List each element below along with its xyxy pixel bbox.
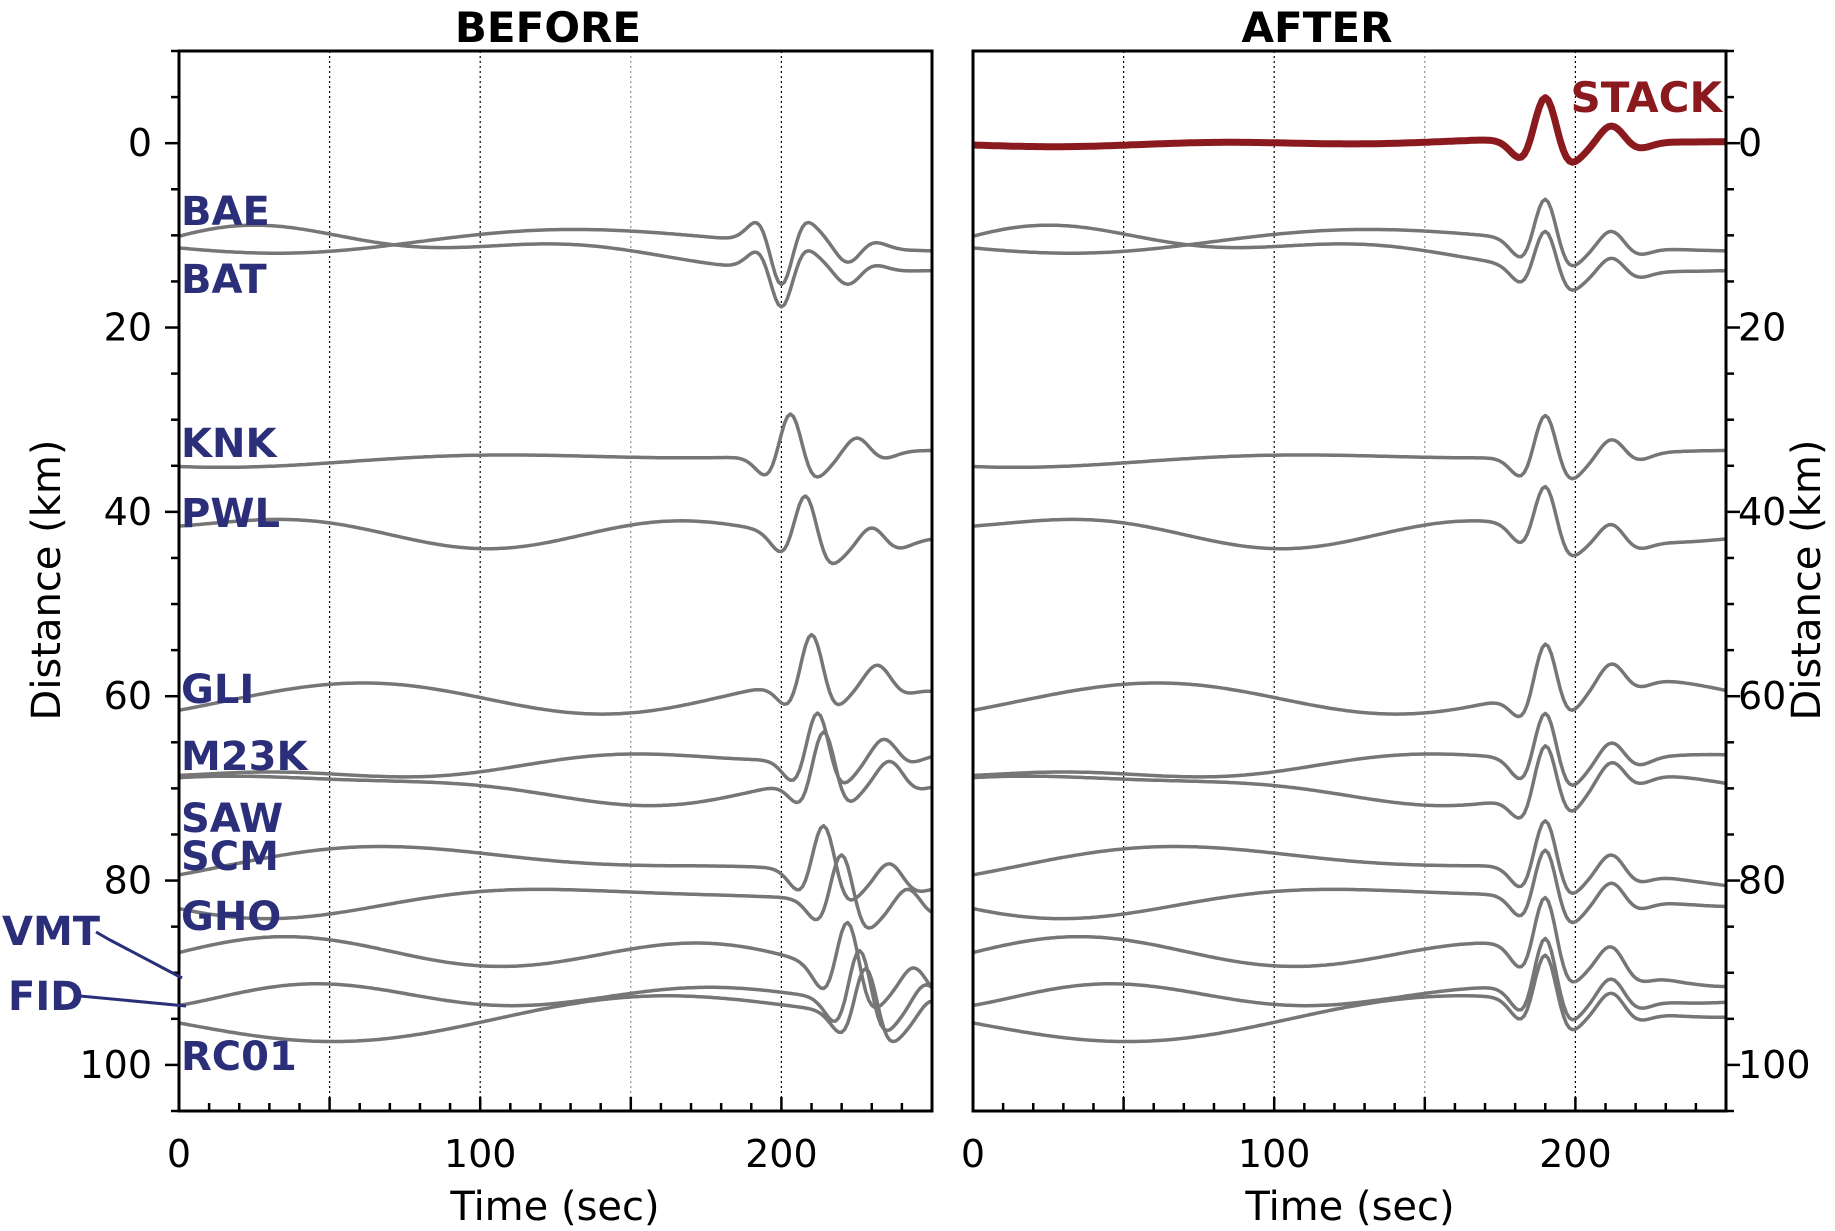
before-trace-bae <box>178 220 933 287</box>
station-label-bat: BAT <box>181 257 267 303</box>
y-tick-label: 60 <box>1738 674 1786 718</box>
before-trace-saw <box>178 730 933 808</box>
after-trace-bat <box>972 223 1727 292</box>
station-label-scm: SCM <box>181 834 279 880</box>
before-trace-vmt <box>178 920 934 1010</box>
y-tick-label: 40 <box>1738 490 1786 534</box>
before-traces <box>178 220 934 1044</box>
after-trace-pwl <box>972 484 1727 558</box>
before-x-axis-label: Time (sec) <box>449 1184 659 1230</box>
before-trace-bat <box>178 223 933 309</box>
station-label-gli: GLI <box>181 667 254 713</box>
before-trace-knk <box>178 412 932 479</box>
after-title: AFTER <box>1242 3 1393 52</box>
before-trace-gho <box>178 853 934 930</box>
after-ticks: 0 100 200 0 20 40 60 80 100 <box>961 49 1811 1176</box>
after-trace-fid <box>972 936 1727 1022</box>
before-panel: 0 100 200 0 20 40 60 80 100 BAE BAT KNK PWL GLI M23K S… <box>2 49 934 1176</box>
after-trace-saw <box>972 744 1727 820</box>
after-trace-rc01 <box>972 953 1726 1044</box>
y-tick-label: 20 <box>1738 306 1786 350</box>
before-ticks: 0 100 200 0 20 40 60 80 100 <box>79 49 934 1176</box>
y-tick-label: 40 <box>104 490 152 534</box>
after-trace-bae <box>972 197 1727 268</box>
station-label-vmt: VMT <box>2 909 101 955</box>
station-label-knk: KNK <box>181 421 278 467</box>
after-trace-gho <box>972 848 1727 925</box>
y-tick-label: 100 <box>79 1043 152 1087</box>
y-tick-label: 0 <box>1738 121 1762 165</box>
before-frame <box>177 49 934 1113</box>
after-trace-knk <box>972 413 1726 481</box>
x-tick-label: 100 <box>444 1132 517 1176</box>
before-trace-scm <box>178 823 933 902</box>
station-label-gho: GHO <box>181 894 281 940</box>
y-tick-label: 60 <box>104 674 152 718</box>
after-x-axis-label: Time (sec) <box>1244 1184 1454 1230</box>
before-title: BEFORE <box>455 3 641 52</box>
after-traces: STACK <box>972 73 1727 1044</box>
before-grid <box>329 51 783 1111</box>
station-label-saw: SAW <box>181 796 283 842</box>
after-trace-scm <box>972 819 1727 896</box>
stack-label: STACK <box>1570 73 1723 122</box>
fid-leader-line <box>79 994 187 1008</box>
station-label-rc01: RC01 <box>181 1034 297 1080</box>
x-tick-label: 200 <box>1539 1132 1612 1176</box>
y-tick-label: 100 <box>1738 1043 1811 1087</box>
y-tick-label: 80 <box>104 859 152 903</box>
before-trace-pwl <box>178 494 933 566</box>
after-trace-vmt <box>972 895 1726 989</box>
x-tick-label: 100 <box>1238 1132 1311 1176</box>
after-frame <box>971 49 1728 1113</box>
before-trace-gli <box>178 632 933 716</box>
y-tick-label: 80 <box>1738 859 1786 903</box>
before-y-axis-label: Distance (km) <box>24 440 70 721</box>
before-trace-fid <box>178 948 934 1033</box>
station-label-bae: BAE <box>181 189 270 235</box>
y-tick-label: 20 <box>104 306 152 350</box>
x-tick-label: 200 <box>745 1132 818 1176</box>
station-label-pwl: PWL <box>181 491 280 537</box>
before-trace-rc01 <box>178 966 933 1044</box>
station-label-m23k: M23K <box>181 734 309 780</box>
after-grid <box>1122 51 1577 1111</box>
after-trace-gli <box>972 642 1727 719</box>
x-tick-label: 0 <box>961 1132 985 1176</box>
after-y-axis-label: Distance (km) <box>1784 440 1830 721</box>
stack-trace <box>972 94 1727 166</box>
after-panel: STACK 0 100 200 0 20 40 60 80 100 <box>961 49 1811 1176</box>
y-tick-label: 0 <box>128 121 152 165</box>
vmt-leader-line <box>95 930 183 980</box>
station-label-fid: FID <box>8 974 83 1020</box>
before-trace-m23k <box>178 711 933 785</box>
after-trace-m23k <box>972 711 1726 787</box>
x-tick-label: 0 <box>167 1132 191 1176</box>
